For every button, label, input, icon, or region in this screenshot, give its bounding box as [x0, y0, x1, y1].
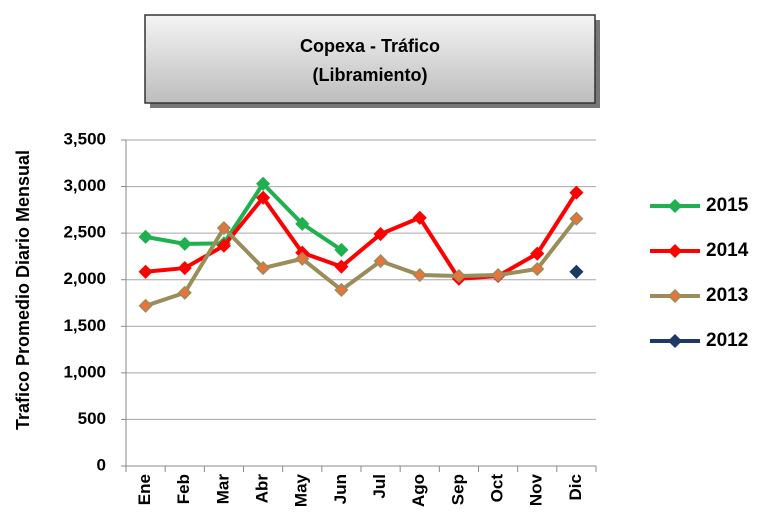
data-point — [216, 220, 231, 236]
data-point — [530, 246, 545, 261]
legend-marker — [667, 198, 683, 214]
x-tick-label: May — [292, 473, 311, 507]
data-point — [451, 268, 466, 284]
data-point — [530, 261, 545, 277]
series-line — [145, 191, 579, 281]
data-point — [491, 267, 506, 283]
legend-marker — [667, 288, 683, 304]
chart-title: Copexa - Tráfico — [300, 36, 440, 56]
y-tick-label: 3,500 — [63, 129, 106, 148]
data-point — [412, 210, 427, 225]
title-box — [144, 14, 596, 104]
data-point — [138, 229, 153, 244]
series-line — [145, 181, 343, 252]
legend-marker — [667, 243, 683, 259]
x-tick-label: Sep — [448, 474, 467, 505]
x-tick-label: Jul — [370, 474, 389, 499]
y-axis-label: Trafico Promedio Diario Mensual — [13, 150, 33, 430]
data-point — [334, 259, 349, 274]
data-point — [177, 236, 192, 251]
chart-title: (Libramiento) — [313, 65, 428, 85]
data-point — [177, 285, 192, 300]
x-tick-label: Mar — [213, 474, 232, 505]
y-tick-label: 1,000 — [63, 362, 106, 381]
data-point — [256, 261, 271, 276]
data-point — [373, 254, 388, 269]
data-point — [177, 261, 192, 276]
data-point — [569, 211, 584, 226]
legend-label: 2012 — [706, 330, 748, 351]
data-point — [569, 185, 584, 200]
data-point — [334, 282, 349, 298]
x-tick-label: Nov — [527, 473, 546, 506]
data-point — [256, 190, 271, 205]
y-tick-label: 2,000 — [63, 269, 106, 288]
data-point — [295, 251, 310, 266]
data-point — [295, 216, 310, 231]
data-point — [412, 267, 427, 283]
x-tick-label: Ene — [135, 474, 154, 505]
y-tick-label: 3,000 — [63, 176, 106, 195]
legend-label: 2015 — [706, 195, 749, 216]
data-point — [138, 298, 153, 313]
x-tick-label: Abr — [253, 474, 272, 504]
y-tick-label: 2,500 — [63, 223, 106, 242]
x-tick-label: Jun — [331, 474, 350, 504]
x-tick-label: Feb — [174, 474, 193, 504]
y-tick-label: 1,500 — [63, 316, 106, 335]
data-point — [138, 264, 153, 279]
data-point — [569, 264, 584, 279]
legend-label: 2014 — [706, 240, 749, 261]
x-tick-label: Ago — [409, 474, 428, 507]
x-tick-label: Oct — [488, 474, 507, 503]
y-tick-label: 0 — [97, 455, 106, 474]
data-point — [216, 238, 231, 253]
y-tick-label: 500 — [78, 409, 106, 428]
data-point — [373, 227, 388, 242]
x-tick-label: Dic — [566, 474, 585, 500]
series-line — [144, 217, 578, 308]
data-point — [256, 176, 271, 191]
legend-marker — [667, 333, 683, 349]
legend-label: 2013 — [706, 285, 748, 306]
data-point — [334, 242, 349, 257]
